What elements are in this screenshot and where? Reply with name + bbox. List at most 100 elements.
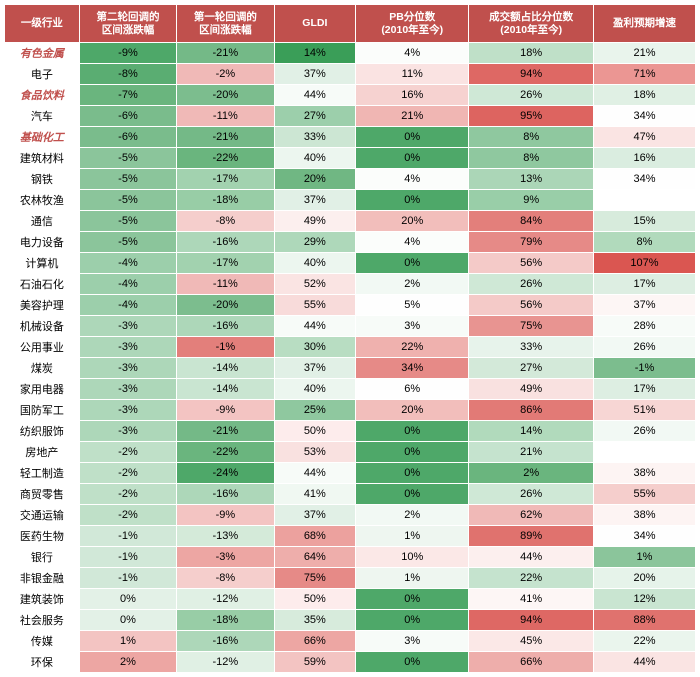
- cell: 37%: [274, 358, 356, 379]
- cell: -18%: [177, 610, 274, 631]
- cell: -2%: [79, 442, 176, 463]
- cell: -18%: [177, 190, 274, 211]
- cell: -3%: [79, 400, 176, 421]
- table-row: 电子-8%-2%37%11%94%71%: [5, 64, 696, 85]
- cell: -8%: [177, 211, 274, 232]
- cell: 22%: [356, 337, 469, 358]
- cell: 26%: [593, 337, 695, 358]
- cell: 50%: [274, 589, 356, 610]
- row-label: 公用事业: [5, 337, 80, 358]
- cell: -5%: [79, 211, 176, 232]
- cell: 17%: [593, 379, 695, 400]
- cell: 53%: [274, 442, 356, 463]
- cell: 68%: [274, 526, 356, 547]
- cell: 71%: [593, 64, 695, 85]
- cell: -6%: [79, 127, 176, 148]
- table-row: 银行-1%-3%64%10%44%1%: [5, 547, 696, 568]
- industry-heatmap-table: 一级行业第二轮回调的区间涨跌幅第一轮回调的区间涨跌幅GLDIPB分位数(2010…: [4, 4, 696, 673]
- cell: 26%: [469, 274, 594, 295]
- row-label: 建筑材料: [5, 148, 80, 169]
- cell: -5%: [79, 169, 176, 190]
- cell: 1%: [79, 631, 176, 652]
- cell: 0%: [356, 421, 469, 442]
- cell: 52%: [274, 274, 356, 295]
- row-label: 钢铁: [5, 169, 80, 190]
- row-label: 食品饮料: [5, 85, 80, 106]
- cell: 30%: [274, 337, 356, 358]
- cell: 4%: [356, 169, 469, 190]
- col-header-gldi: GLDI: [274, 5, 356, 43]
- cell: 66%: [469, 652, 594, 673]
- cell: 21%: [356, 106, 469, 127]
- col-header-pb: PB分位数(2010年至今): [356, 5, 469, 43]
- cell: 0%: [356, 484, 469, 505]
- cell: 22%: [469, 568, 594, 589]
- row-label: 医药生物: [5, 526, 80, 547]
- cell: 18%: [593, 85, 695, 106]
- cell: 0%: [356, 463, 469, 484]
- cell: -9%: [79, 43, 176, 64]
- cell: 40%: [274, 253, 356, 274]
- cell: 0%: [79, 589, 176, 610]
- cell: 0%: [356, 652, 469, 673]
- table-row: 医药生物-1%-13%68%1%89%34%: [5, 526, 696, 547]
- cell: -3%: [177, 547, 274, 568]
- row-label: 国防军工: [5, 400, 80, 421]
- table-header: 一级行业第二轮回调的区间涨跌幅第一轮回调的区间涨跌幅GLDIPB分位数(2010…: [5, 5, 696, 43]
- cell: 49%: [274, 211, 356, 232]
- cell: 18%: [469, 43, 594, 64]
- cell: 44%: [274, 316, 356, 337]
- cell: 12%: [593, 589, 695, 610]
- cell: -17%: [177, 169, 274, 190]
- cell: 2%: [356, 505, 469, 526]
- cell: 1%: [593, 547, 695, 568]
- cell: 0%: [356, 589, 469, 610]
- cell: 2%: [79, 652, 176, 673]
- cell: 22%: [593, 631, 695, 652]
- table-row: 机械设备-3%-16%44%3%75%28%: [5, 316, 696, 337]
- cell: 66%: [274, 631, 356, 652]
- cell: 8%: [593, 232, 695, 253]
- cell: -3%: [79, 337, 176, 358]
- table-row: 汽车-6%-11%27%21%95%34%: [5, 106, 696, 127]
- cell: 84%: [469, 211, 594, 232]
- cell: -5%: [79, 190, 176, 211]
- cell: -2%: [79, 484, 176, 505]
- cell: 26%: [469, 484, 594, 505]
- cell: 79%: [469, 232, 594, 253]
- col-header-industry: 一级行业: [5, 5, 80, 43]
- row-label: 通信: [5, 211, 80, 232]
- cell: 20%: [356, 400, 469, 421]
- cell: 49%: [469, 379, 594, 400]
- cell: 86%: [469, 400, 594, 421]
- cell: 15%: [593, 211, 695, 232]
- cell: -14%: [177, 358, 274, 379]
- row-label: 银行: [5, 547, 80, 568]
- cell: 56%: [469, 295, 594, 316]
- table-row: 基础化工-6%-21%33%0%8%47%: [5, 127, 696, 148]
- row-label: 房地产: [5, 442, 80, 463]
- cell: -4%: [79, 274, 176, 295]
- cell: -5%: [79, 232, 176, 253]
- cell: -17%: [177, 253, 274, 274]
- cell: 21%: [469, 442, 594, 463]
- cell: 20%: [593, 568, 695, 589]
- cell: -1%: [593, 358, 695, 379]
- cell: 75%: [274, 568, 356, 589]
- cell: -11%: [177, 106, 274, 127]
- cell: -9%: [177, 505, 274, 526]
- table-row: 石油石化-4%-11%52%2%26%17%: [5, 274, 696, 295]
- cell: -1%: [79, 568, 176, 589]
- cell: -16%: [177, 316, 274, 337]
- table-row: 环保2%-12%59%0%66%44%: [5, 652, 696, 673]
- cell: 27%: [469, 358, 594, 379]
- cell: 13%: [469, 169, 594, 190]
- cell: 0%: [356, 148, 469, 169]
- cell: -4%: [79, 253, 176, 274]
- cell: 1%: [356, 526, 469, 547]
- row-label: 计算机: [5, 253, 80, 274]
- cell: -3%: [79, 421, 176, 442]
- table-row: 国防军工-3%-9%25%20%86%51%: [5, 400, 696, 421]
- cell: 29%: [274, 232, 356, 253]
- cell: 62%: [469, 505, 594, 526]
